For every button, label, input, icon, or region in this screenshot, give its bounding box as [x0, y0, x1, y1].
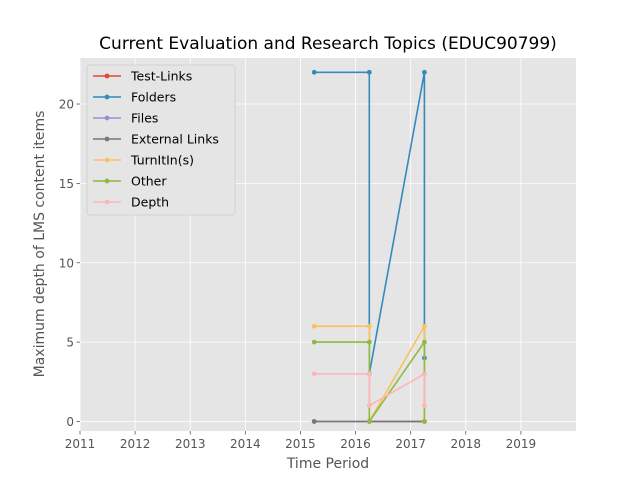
legend-label: External Links — [131, 132, 219, 147]
x-tick-label: 2016 — [340, 437, 371, 451]
y-tick-label: 15 — [59, 177, 74, 191]
legend-label: Folders — [131, 90, 176, 105]
y-axis-ticks: 0 5 10 15 20 — [59, 98, 80, 429]
x-tick-label: 2015 — [285, 437, 316, 451]
legend-swatch-marker — [104, 94, 110, 100]
data-point — [422, 339, 427, 345]
x-tick-label: 2014 — [230, 437, 261, 451]
legend-item: Folders — [93, 90, 176, 105]
series-other — [311, 339, 427, 424]
legend-swatch-marker — [104, 157, 110, 163]
y-tick-label: 10 — [59, 256, 74, 270]
data-point — [366, 371, 372, 377]
data-point — [311, 371, 317, 377]
data-point — [422, 371, 427, 377]
x-tick-label: 2011 — [65, 437, 96, 451]
x-tick-label: 2019 — [506, 437, 537, 451]
chart-title: Current Evaluation and Research Topics (… — [99, 34, 557, 54]
data-point — [366, 403, 372, 409]
data-point — [311, 69, 317, 75]
legend-item: Test-Links — [93, 69, 192, 84]
legend-label: Depth — [131, 195, 169, 210]
data-point — [366, 419, 372, 424]
x-tick-label: 2013 — [175, 437, 206, 451]
legend-label: Test-Links — [130, 69, 192, 84]
data-point — [422, 69, 427, 75]
legend-item: TurnItIn(s) — [93, 153, 194, 168]
data-point — [422, 323, 427, 329]
legend-label: TurnItIn(s) — [130, 153, 194, 168]
x-axis-title: Time Period — [286, 456, 369, 472]
y-tick-label: 0 — [66, 415, 74, 429]
series-layer — [311, 69, 427, 424]
legend: Test-Links Folders Files External Links Turn… — [86, 64, 236, 216]
y-tick-label: 20 — [59, 98, 74, 112]
legend-item: External Links — [93, 132, 219, 147]
legend-swatch-marker — [104, 115, 110, 121]
x-tick-label: 2012 — [120, 437, 151, 451]
legend-item: Other — [93, 174, 167, 189]
legend-item: Files — [93, 111, 158, 126]
series-depth — [311, 371, 427, 409]
data-point — [366, 339, 372, 345]
y-tick-label: 5 — [66, 336, 74, 350]
y-axis-title: Maximum depth of LMS content items — [32, 111, 48, 378]
legend-swatch-marker — [104, 199, 110, 205]
legend-swatch-marker — [104, 73, 110, 79]
x-tick-label: 2017 — [395, 437, 426, 451]
data-point — [311, 339, 317, 345]
data-point — [311, 419, 317, 424]
data-point — [366, 323, 372, 329]
legend-swatch-marker — [104, 136, 110, 142]
x-tick-label: 2018 — [451, 437, 482, 451]
legend-label: Files — [131, 111, 158, 126]
legend-item: Depth — [93, 195, 169, 210]
legend-label: Other — [131, 174, 167, 189]
data-point — [311, 323, 317, 329]
data-point — [422, 403, 427, 409]
data-point — [366, 69, 372, 75]
legend-box — [86, 64, 236, 216]
x-axis-ticks: 2011 2012 2013 2014 2015 2016 2017 2018 2019 — [65, 431, 536, 451]
data-point — [422, 419, 427, 424]
legend-swatch-marker — [104, 178, 110, 184]
